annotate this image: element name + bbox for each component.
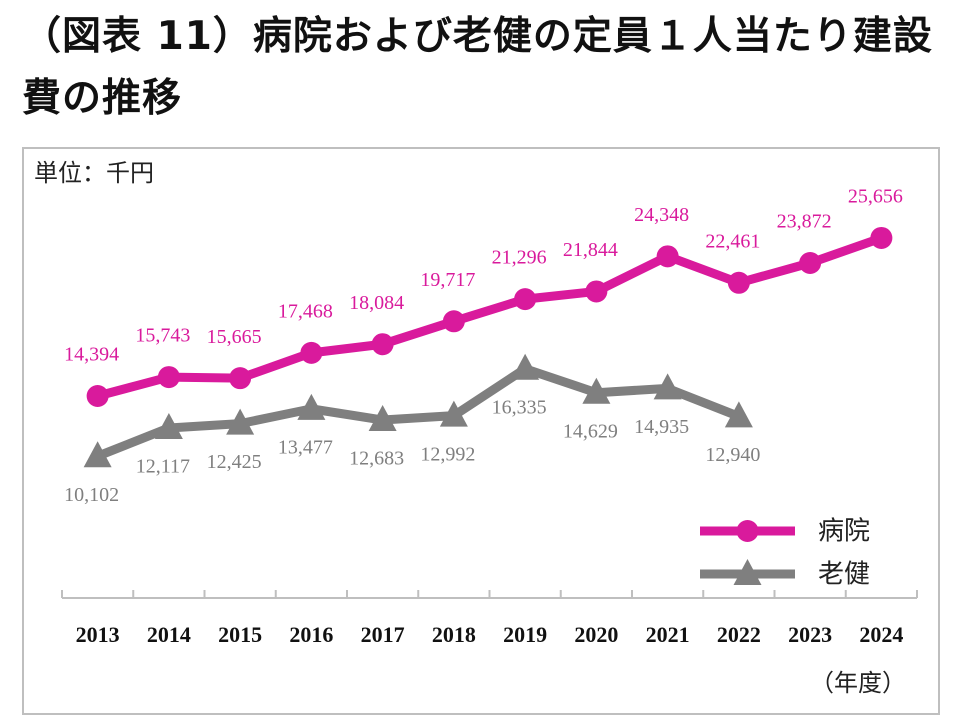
- data-label: 12,940: [705, 444, 760, 466]
- series-line: [96, 233, 883, 401]
- data-label: 14,394: [64, 344, 119, 366]
- data-label: 21,296: [492, 247, 547, 269]
- data-point: [727, 271, 750, 294]
- x-tick-label: 2018: [432, 622, 476, 647]
- data-point: [439, 400, 468, 427]
- data-label: 25,656: [848, 186, 903, 208]
- x-axis-label: （年度）: [810, 669, 906, 697]
- x-tick-label: 2014: [147, 622, 191, 647]
- x-tick-label: 2017: [361, 622, 405, 647]
- x-tick-label: 2023: [788, 622, 832, 647]
- data-label: 12,992: [420, 443, 475, 465]
- data-point: [371, 333, 394, 356]
- data-label: 14,629: [563, 420, 618, 442]
- data-point: [297, 393, 326, 420]
- data-label: 19,717: [420, 269, 475, 291]
- data-label: 21,844: [563, 239, 618, 261]
- data-label: 24,348: [634, 204, 689, 226]
- data-label: 12,117: [136, 456, 190, 478]
- data-point: [870, 226, 893, 249]
- data-label: 23,872: [777, 211, 832, 233]
- data-point: [229, 367, 252, 390]
- data-point: [83, 441, 112, 468]
- data-label: 16,335: [492, 396, 547, 418]
- legend-marker: [733, 559, 762, 585]
- data-point: [226, 408, 255, 435]
- frame: [22, 147, 940, 715]
- data-point: [585, 280, 608, 303]
- data-label: 22,461: [705, 230, 760, 252]
- data-point: [86, 385, 109, 408]
- chart-title: （図表 11）病院および老健の定員１人当たり建設費の推移: [22, 14, 933, 121]
- data-point: [442, 310, 465, 333]
- unit-label: 単位：千円: [34, 159, 154, 187]
- data-label: 10,102: [64, 484, 119, 506]
- data-point: [368, 405, 397, 432]
- data-point: [154, 412, 183, 439]
- data-point: [300, 341, 323, 364]
- data-label: 12,683: [349, 448, 404, 470]
- x-tick-label: 2015: [218, 622, 262, 647]
- data-label: 15,743: [135, 325, 190, 347]
- data-label: 17,468: [278, 300, 333, 322]
- x-tick-label: 2019: [503, 622, 547, 647]
- legend-marker: [736, 520, 759, 542]
- data-label: 14,935: [634, 416, 689, 438]
- data-label: 15,665: [207, 326, 262, 348]
- x-tick-label: 2013: [76, 622, 120, 647]
- legend-label: 老健: [818, 560, 870, 590]
- series-line: [95, 364, 741, 461]
- x-tick-label: 2021: [646, 622, 690, 647]
- data-label: 12,425: [207, 451, 262, 473]
- data-point: [511, 353, 540, 380]
- legend-label: 病院: [818, 517, 870, 547]
- data-point: [724, 401, 753, 428]
- x-tick-label: 2022: [717, 622, 761, 647]
- data-point: [653, 373, 682, 400]
- data-label: 18,084: [349, 292, 404, 314]
- data-point: [582, 377, 611, 404]
- data-point: [514, 288, 537, 311]
- data-label: 13,477: [278, 436, 333, 458]
- x-tick-label: 2020: [574, 622, 618, 647]
- data-point: [157, 366, 180, 389]
- data-point: [799, 251, 822, 274]
- x-tick-label: 2024: [859, 622, 903, 647]
- data-point: [656, 245, 679, 268]
- x-tick-label: 2016: [289, 622, 333, 647]
